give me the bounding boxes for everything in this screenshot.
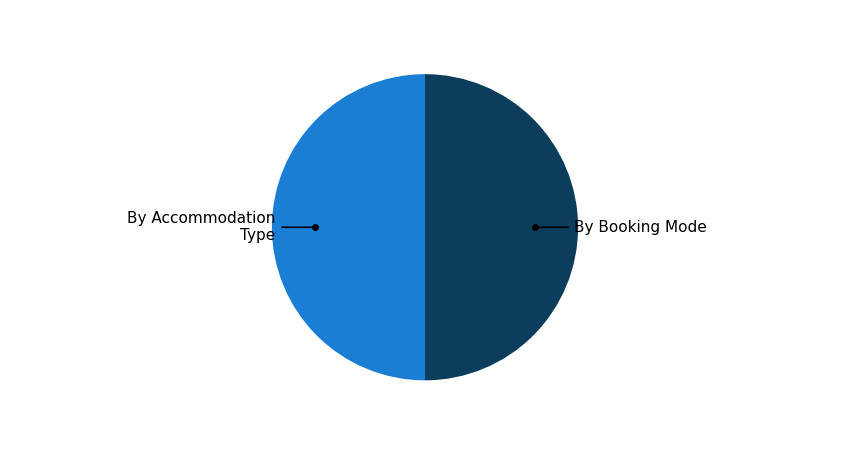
Text: © Polaris Market Research and Consulting LLP: © Polaris Market Research and Consulting… [549, 425, 808, 435]
Text: By Booking Mode: By Booking Mode [575, 220, 707, 235]
Wedge shape [425, 74, 578, 380]
Text: ☎  +1 929-297-9727 | +44-289-581-7111: ☎ +1 929-297-9727 | +44-289-581-7111 [42, 424, 280, 435]
Text: By Accommodation
Type: By Accommodation Type [128, 211, 275, 243]
Text: Vacation Rental Market By Segmentation: Vacation Rental Market By Segmentation [133, 13, 717, 37]
Text: ✉  sales@polarismarketresearch.com: ✉ sales@polarismarketresearch.com [357, 425, 565, 435]
Wedge shape [272, 74, 425, 380]
